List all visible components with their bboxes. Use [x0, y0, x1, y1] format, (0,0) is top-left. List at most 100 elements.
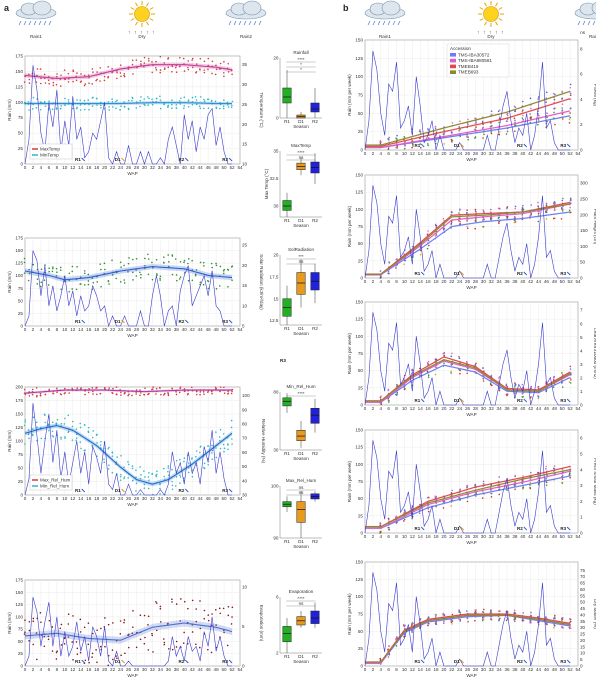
data-point [68, 290, 70, 293]
data-point [458, 355, 460, 358]
data-point [140, 273, 142, 276]
data-point [207, 648, 209, 651]
data-point [218, 68, 221, 70]
data-point [435, 366, 438, 369]
legend-entry: Max_Rel_Hum [40, 478, 71, 483]
data-point [568, 122, 571, 124]
x-tick-label: 44 [536, 151, 542, 156]
data-point [215, 447, 217, 449]
x-tick-label: 28 [473, 667, 479, 672]
data-point [569, 198, 572, 201]
x-tick-label: 36 [166, 496, 172, 501]
rain-drop [582, 20, 586, 26]
data-point [108, 387, 110, 389]
data-point [131, 467, 134, 470]
y2-tick-label: 1 [580, 389, 583, 394]
data-point [36, 658, 38, 661]
data-point [128, 633, 130, 636]
y2-tick-label: 60 [242, 450, 248, 455]
box-category-label: D1 [298, 326, 304, 331]
data-point [499, 207, 501, 210]
data-point [187, 60, 190, 62]
x-tick-label: 44 [536, 406, 542, 411]
y2-tick-label: 2 [580, 499, 583, 504]
chart-b2: 0 2 4 6 8 10 12 14 16 18 20 22 24 26 28 30 32 34 36 38 40 42 4… [347, 173, 596, 291]
data-point [179, 103, 182, 105]
data-point [402, 520, 405, 522]
data-point [80, 73, 82, 75]
data-point [195, 71, 198, 73]
data-point [537, 471, 539, 474]
x-tick-label: 32 [150, 327, 156, 332]
x-tick-label: 36 [504, 406, 510, 411]
data-point [521, 214, 524, 216]
header-right-season-label-1: Dry [487, 34, 495, 39]
data-point [72, 69, 75, 72]
data-point [156, 273, 158, 275]
data-point [144, 636, 146, 639]
season-arrow-icon [566, 143, 571, 148]
x-tick-label: 26 [126, 327, 132, 332]
data-point [123, 476, 126, 478]
data-point [123, 477, 125, 480]
data-point [195, 269, 198, 271]
data-point [167, 106, 169, 109]
sun-ray [479, 18, 484, 21]
data-point [123, 101, 125, 103]
data-point [483, 608, 485, 611]
data-point [458, 219, 460, 222]
data-point [490, 374, 493, 377]
data-point [51, 270, 54, 273]
data-point [498, 116, 501, 119]
data-point [230, 426, 233, 429]
data-point [474, 619, 476, 622]
data-point [553, 203, 556, 206]
data-point [47, 423, 50, 426]
data-point [223, 392, 226, 395]
data-point [411, 369, 413, 372]
data-point [483, 210, 485, 213]
box-title: SolRadiation [288, 247, 314, 252]
data-point [108, 109, 110, 111]
data-point [131, 63, 134, 66]
data-point [215, 68, 218, 71]
data-point [120, 391, 122, 394]
y-tick-label: 50 [358, 241, 364, 246]
data-point [552, 386, 555, 388]
data-point [171, 601, 173, 603]
season-arrow-icon [81, 659, 86, 664]
data-point [198, 105, 201, 107]
x-tick-label: 44 [536, 279, 542, 284]
data-point [191, 469, 194, 471]
data-point [210, 262, 213, 265]
rain-drop [23, 20, 27, 26]
x-tick-label: 48 [552, 406, 558, 411]
data-point [163, 475, 166, 478]
data-point [395, 522, 398, 524]
data-point [99, 80, 101, 82]
data-point [179, 620, 182, 622]
data-point [187, 99, 190, 101]
box-R1 [282, 397, 292, 407]
data-point [411, 506, 414, 508]
data-point [164, 67, 166, 69]
season-marker-R1: R1 [75, 157, 81, 162]
sig-label: ns [299, 601, 305, 606]
data-point [569, 372, 572, 374]
data-point [426, 247, 429, 250]
legend-entry: TMEB693 [458, 70, 479, 75]
data-point [111, 649, 114, 651]
data-point [96, 71, 98, 73]
data-point [36, 278, 39, 280]
rain-drop [372, 20, 376, 26]
data-point [163, 643, 166, 646]
data-point [498, 376, 501, 378]
data-point [219, 62, 222, 65]
data-point [120, 454, 122, 457]
season-arrow-icon [420, 659, 425, 664]
data-point [451, 623, 453, 625]
x-tick-label: 4 [379, 406, 382, 411]
data-point [498, 493, 501, 496]
data-point [560, 218, 563, 220]
